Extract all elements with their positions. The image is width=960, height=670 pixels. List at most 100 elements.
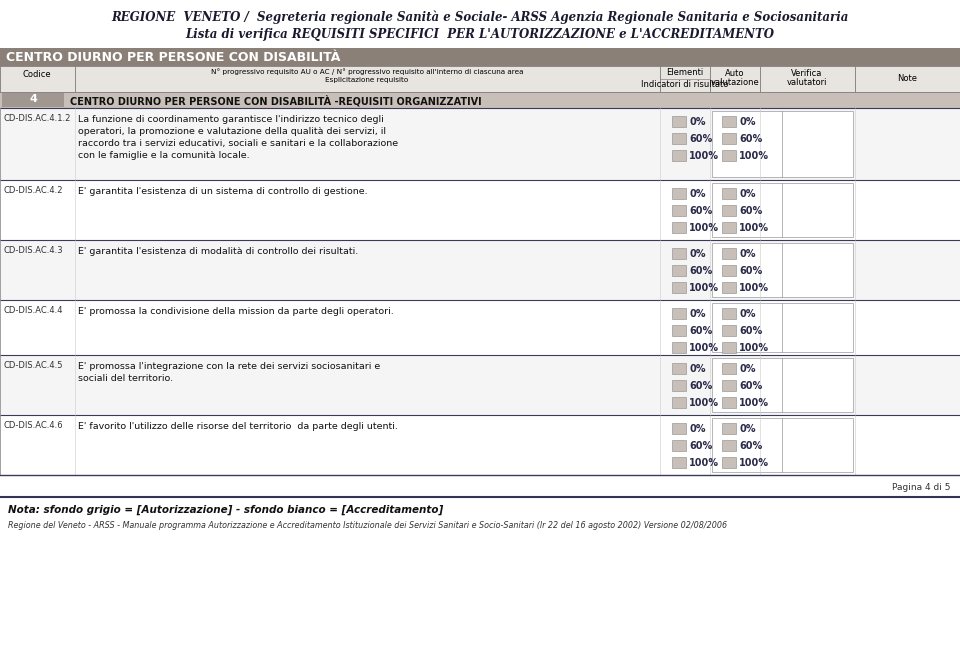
Bar <box>722 205 736 216</box>
Bar <box>0 66 960 92</box>
Bar <box>722 363 736 374</box>
Text: E' garantita l'esistenza di modalità di controllo dei risultati.: E' garantita l'esistenza di modalità di … <box>78 247 358 256</box>
Bar <box>672 265 686 276</box>
Text: CENTRO DIURNO PER PERSONE CON DISABILITÀ: CENTRO DIURNO PER PERSONE CON DISABILITÀ <box>6 51 341 64</box>
Text: 100%: 100% <box>689 398 719 408</box>
Text: 0%: 0% <box>689 309 706 319</box>
Bar <box>672 150 686 161</box>
Bar <box>722 188 736 199</box>
Bar <box>722 150 736 161</box>
Bar <box>722 248 736 259</box>
Bar <box>672 282 686 293</box>
Bar <box>712 303 853 352</box>
Bar <box>0 180 960 240</box>
Bar <box>672 133 686 144</box>
Text: 0%: 0% <box>739 117 756 127</box>
Bar <box>672 397 686 408</box>
Bar <box>672 342 686 353</box>
Bar <box>722 423 736 434</box>
Text: 60%: 60% <box>739 266 762 276</box>
Text: 4: 4 <box>29 94 36 104</box>
Bar <box>722 380 736 391</box>
Text: E' promossa l'integrazione con la rete dei servizi sociosanitari e: E' promossa l'integrazione con la rete d… <box>78 362 380 371</box>
Text: 100%: 100% <box>689 283 719 293</box>
Text: Auto: Auto <box>725 69 745 78</box>
Text: E' promossa la condivisione della mission da parte degli operatori.: E' promossa la condivisione della missio… <box>78 307 394 316</box>
Text: 100%: 100% <box>739 151 769 161</box>
Text: raccordo tra i servizi educativi, sociali e sanitari e la collaborazione: raccordo tra i servizi educativi, social… <box>78 139 398 148</box>
Text: REGIONE  VENETO /  Segreteria regionale Sanità e Sociale- ARSS Agenzia Regionale: REGIONE VENETO / Segreteria regionale Sa… <box>111 10 849 23</box>
Text: La funzione di coordinamento garantisce l'indirizzo tecnico degli: La funzione di coordinamento garantisce … <box>78 115 384 124</box>
Bar <box>722 440 736 451</box>
Text: 60%: 60% <box>739 381 762 391</box>
Bar <box>672 457 686 468</box>
Bar <box>722 457 736 468</box>
Text: 60%: 60% <box>689 266 712 276</box>
Text: Nota: sfondo grigio = [Autorizzazione] - sfondo bianco = [Accreditamento]: Nota: sfondo grigio = [Autorizzazione] -… <box>8 505 444 515</box>
Text: N° progressivo requisito AU o AC / N° progressivo requisito all'interno di ciasc: N° progressivo requisito AU o AC / N° pr… <box>211 68 523 75</box>
Text: CENTRO DIURNO PER PERSONE CON DISABILITÀ -REQUISITI ORGANIZZATIVI: CENTRO DIURNO PER PERSONE CON DISABILITÀ… <box>70 95 482 107</box>
Text: CD-DIS.AC.4.6: CD-DIS.AC.4.6 <box>4 421 63 430</box>
Bar <box>672 248 686 259</box>
Text: 100%: 100% <box>689 151 719 161</box>
Bar <box>672 325 686 336</box>
Text: Elementi: Elementi <box>666 68 704 77</box>
Text: 0%: 0% <box>739 309 756 319</box>
Bar <box>672 363 686 374</box>
Text: Note: Note <box>897 74 917 83</box>
Text: con le famiglie e la comunità locale.: con le famiglie e la comunità locale. <box>78 151 250 160</box>
Bar <box>722 222 736 233</box>
Text: 100%: 100% <box>739 283 769 293</box>
Text: CD-DIS.AC.4.2: CD-DIS.AC.4.2 <box>4 186 63 195</box>
Text: 100%: 100% <box>739 223 769 233</box>
Bar <box>0 108 960 180</box>
Bar <box>0 48 960 66</box>
Text: CD-DIS.AC.4.3: CD-DIS.AC.4.3 <box>4 246 63 255</box>
Bar <box>712 243 853 297</box>
Text: 0%: 0% <box>739 424 756 434</box>
Text: 100%: 100% <box>689 343 719 353</box>
Text: Esplicitazione requisito: Esplicitazione requisito <box>325 77 409 83</box>
Text: 0%: 0% <box>689 189 706 199</box>
Text: 0%: 0% <box>689 117 706 127</box>
Text: E' favorito l'utilizzo delle risorse del territorio  da parte degli utenti.: E' favorito l'utilizzo delle risorse del… <box>78 422 397 431</box>
Text: Lista di verifica REQUISITI SPECIFICI  PER L'AUTORIZZAZIONE e L'ACCREDITAMENTO: Lista di verifica REQUISITI SPECIFICI PE… <box>185 28 775 41</box>
Bar <box>672 440 686 451</box>
Text: CD-DIS.AC.4.4: CD-DIS.AC.4.4 <box>4 306 63 315</box>
Text: 100%: 100% <box>739 458 769 468</box>
Text: E' garantita l'esistenza di un sistema di controllo di gestione.: E' garantita l'esistenza di un sistema d… <box>78 187 368 196</box>
Text: 0%: 0% <box>689 424 706 434</box>
Bar <box>722 116 736 127</box>
Text: Indicatori di risultato: Indicatori di risultato <box>641 80 729 89</box>
Text: operatori, la promozione e valutazione della qualità dei servizi, il: operatori, la promozione e valutazione d… <box>78 127 386 136</box>
Text: 60%: 60% <box>689 441 712 451</box>
Text: Codice: Codice <box>23 70 51 79</box>
Bar <box>722 342 736 353</box>
Text: 100%: 100% <box>689 458 719 468</box>
Text: CD-DIS.AC.4.1.2: CD-DIS.AC.4.1.2 <box>4 114 71 123</box>
Text: 100%: 100% <box>739 398 769 408</box>
Bar <box>722 325 736 336</box>
Text: 60%: 60% <box>739 206 762 216</box>
Bar <box>672 308 686 319</box>
Text: sociali del territorio.: sociali del territorio. <box>78 374 173 383</box>
Bar <box>672 116 686 127</box>
Text: 60%: 60% <box>689 381 712 391</box>
Bar <box>2 93 64 107</box>
Bar <box>0 92 960 108</box>
Bar <box>672 423 686 434</box>
Bar <box>672 205 686 216</box>
Text: 0%: 0% <box>739 249 756 259</box>
Bar <box>712 183 853 237</box>
Bar <box>712 358 853 412</box>
Bar <box>672 222 686 233</box>
Text: 60%: 60% <box>739 134 762 144</box>
Text: 60%: 60% <box>689 206 712 216</box>
Bar <box>672 188 686 199</box>
Bar <box>722 282 736 293</box>
Text: 0%: 0% <box>739 189 756 199</box>
Text: 0%: 0% <box>689 249 706 259</box>
Text: Verifica: Verifica <box>791 69 823 78</box>
Bar <box>722 265 736 276</box>
Bar <box>722 133 736 144</box>
